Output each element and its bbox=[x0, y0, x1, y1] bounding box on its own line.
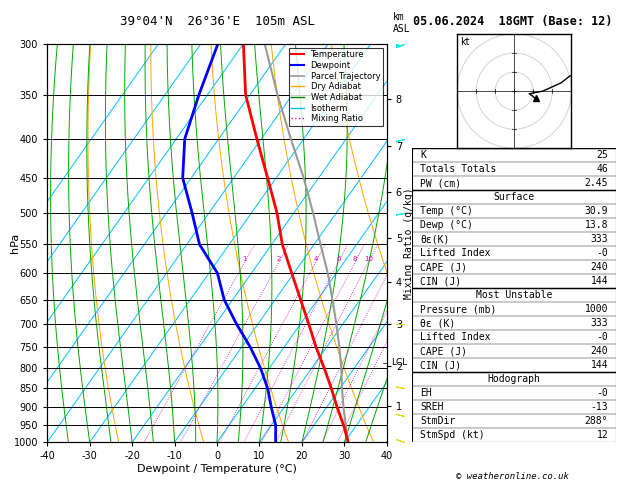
Legend: Temperature, Dewpoint, Parcel Trajectory, Dry Adiabat, Wet Adiabat, Isotherm, Mi: Temperature, Dewpoint, Parcel Trajectory… bbox=[289, 48, 382, 126]
Text: Hodograph: Hodograph bbox=[487, 374, 541, 384]
Text: StmSpd (kt): StmSpd (kt) bbox=[420, 430, 485, 440]
Text: CAPE (J): CAPE (J) bbox=[420, 262, 467, 272]
Text: 8: 8 bbox=[353, 256, 357, 262]
Text: Temp (°C): Temp (°C) bbox=[420, 206, 473, 216]
Text: Pressure (mb): Pressure (mb) bbox=[420, 304, 496, 314]
Text: 25: 25 bbox=[596, 150, 608, 160]
Text: Dewp (°C): Dewp (°C) bbox=[420, 220, 473, 230]
Text: 05.06.2024  18GMT (Base: 12): 05.06.2024 18GMT (Base: 12) bbox=[413, 15, 613, 28]
Text: θε(K): θε(K) bbox=[420, 234, 450, 244]
Text: StmDir: StmDir bbox=[420, 416, 455, 426]
Text: 13.8: 13.8 bbox=[585, 220, 608, 230]
Text: EH: EH bbox=[420, 388, 432, 398]
Text: K: K bbox=[420, 150, 426, 160]
Text: LCL: LCL bbox=[391, 358, 407, 367]
Text: 2: 2 bbox=[277, 256, 281, 262]
Text: 10: 10 bbox=[364, 256, 373, 262]
Text: Surface: Surface bbox=[494, 192, 535, 202]
Text: 144: 144 bbox=[591, 276, 608, 286]
Text: -0: -0 bbox=[596, 248, 608, 258]
Text: -0: -0 bbox=[596, 332, 608, 342]
Text: Mixing Ratio (g/kg): Mixing Ratio (g/kg) bbox=[404, 187, 414, 299]
Text: 12: 12 bbox=[596, 430, 608, 440]
Text: -0: -0 bbox=[596, 388, 608, 398]
Text: Lifted Index: Lifted Index bbox=[420, 332, 491, 342]
Text: kt: kt bbox=[460, 37, 470, 48]
Text: km
ASL: km ASL bbox=[393, 13, 411, 34]
X-axis label: Dewpoint / Temperature (°C): Dewpoint / Temperature (°C) bbox=[137, 464, 297, 474]
Text: © weatheronline.co.uk: © weatheronline.co.uk bbox=[456, 472, 569, 481]
Text: CIN (J): CIN (J) bbox=[420, 276, 461, 286]
Text: CIN (J): CIN (J) bbox=[420, 360, 461, 370]
Text: -13: -13 bbox=[591, 402, 608, 412]
Text: 333: 333 bbox=[591, 318, 608, 328]
Text: 6: 6 bbox=[337, 256, 341, 262]
Text: 288°: 288° bbox=[585, 416, 608, 426]
Text: Most Unstable: Most Unstable bbox=[476, 290, 552, 300]
Text: 4: 4 bbox=[313, 256, 318, 262]
Text: 1000: 1000 bbox=[585, 304, 608, 314]
Text: 39°04'N  26°36'E  105m ASL: 39°04'N 26°36'E 105m ASL bbox=[120, 15, 314, 28]
Text: 240: 240 bbox=[591, 262, 608, 272]
Text: 240: 240 bbox=[591, 346, 608, 356]
Text: 333: 333 bbox=[591, 234, 608, 244]
Text: CAPE (J): CAPE (J) bbox=[420, 346, 467, 356]
Text: 2.45: 2.45 bbox=[585, 178, 608, 188]
Text: 30.9: 30.9 bbox=[585, 206, 608, 216]
Text: 1: 1 bbox=[242, 256, 247, 262]
Text: Lifted Index: Lifted Index bbox=[420, 248, 491, 258]
Text: 144: 144 bbox=[591, 360, 608, 370]
Text: PW (cm): PW (cm) bbox=[420, 178, 461, 188]
Text: 46: 46 bbox=[596, 164, 608, 174]
Text: SREH: SREH bbox=[420, 402, 443, 412]
Text: Totals Totals: Totals Totals bbox=[420, 164, 496, 174]
Text: θε (K): θε (K) bbox=[420, 318, 455, 328]
Y-axis label: hPa: hPa bbox=[10, 233, 20, 253]
